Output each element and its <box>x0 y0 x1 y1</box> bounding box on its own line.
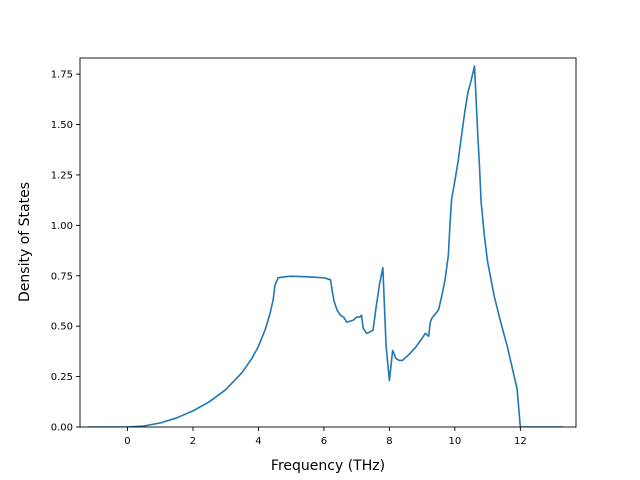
series-line-0 <box>88 65 563 427</box>
x-tick-label: 10 <box>448 436 461 447</box>
axes: 0 2 4 6 8 10 12 0.00 0.25 0.50 0.75 1.00 1.25 1.50 1.7… <box>51 57 577 447</box>
x-tick-label: 2 <box>190 436 196 447</box>
y-tick-label: 0.25 <box>51 372 73 383</box>
y-tick-label: 1.75 <box>51 70 73 81</box>
y-tick-label: 0.50 <box>51 322 73 333</box>
y-tick-label: 0.00 <box>51 423 73 434</box>
y-tick-label: 1.00 <box>51 221 73 232</box>
y-tick-label: 1.50 <box>51 120 73 131</box>
x-tick-label: 6 <box>321 436 327 447</box>
x-tick-label: 12 <box>514 436 527 447</box>
x-tick-label: 0 <box>124 436 130 447</box>
x-tick-label: 8 <box>386 436 392 447</box>
y-tick-label: 1.25 <box>51 170 73 181</box>
x-axis-title: Frequency (THz) <box>271 458 385 474</box>
x-tick-label: 4 <box>255 436 261 447</box>
axes-frame <box>79 57 577 428</box>
plot-area <box>88 65 563 427</box>
y-tick-label: 0.75 <box>51 271 73 282</box>
y-axis-title: Density of States <box>17 182 33 302</box>
